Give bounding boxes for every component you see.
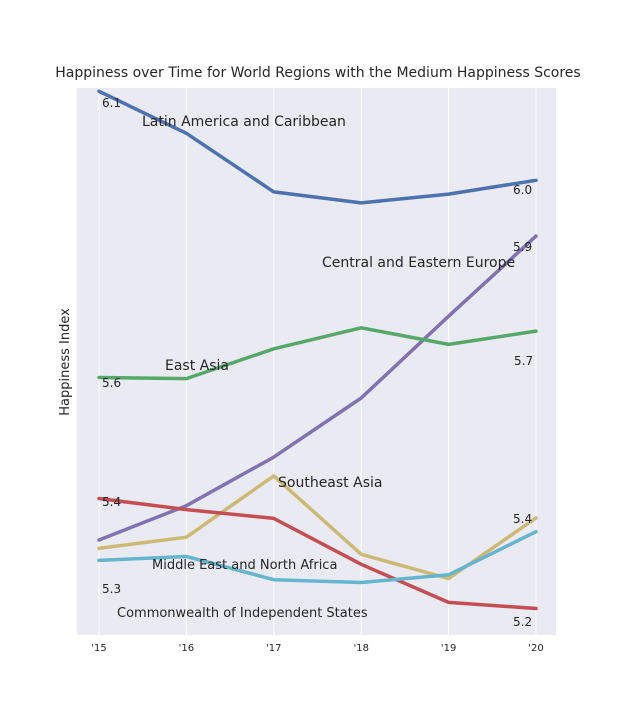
x-tick-label: '18 bbox=[353, 643, 368, 654]
value-label-commonwealth-start: 5.3 bbox=[102, 582, 121, 596]
series-lines bbox=[97, 89, 538, 611]
value-label-southeast-asia-end: 5.4 bbox=[513, 512, 532, 526]
x-tick-label: '19 bbox=[441, 643, 456, 654]
chart-title: Happiness over Time for World Regions wi… bbox=[55, 65, 580, 81]
x-tick-label: '17 bbox=[266, 643, 281, 654]
annotation-east-asia: East Asia bbox=[165, 358, 229, 374]
series-line-east-asia bbox=[97, 326, 538, 381]
x-tick-labels: '15 '16 '17 '18 '19 '20 bbox=[91, 643, 543, 654]
series-line-middle-east-and-north-africa bbox=[97, 496, 538, 611]
gridlines bbox=[98, 88, 537, 635]
value-label-middle-east-end: 5.2 bbox=[513, 615, 532, 629]
value-label-latin-america-start: 6.1 bbox=[102, 96, 121, 110]
value-label-east-asia-end: 5.7 bbox=[514, 354, 533, 368]
series-line-latin-america-and-caribbean bbox=[97, 89, 538, 205]
annotation-latin-america: Latin America and Caribbean bbox=[142, 114, 346, 130]
x-tick-label: '15 bbox=[91, 643, 106, 654]
annotation-central-eastern-europe: Central and Eastern Europe bbox=[322, 255, 515, 271]
annotation-southeast-asia: Southeast Asia bbox=[278, 475, 382, 491]
value-label-central-europe-end: 5.9 bbox=[513, 240, 532, 254]
x-tick-label: '20 bbox=[528, 643, 543, 654]
annotation-commonwealth: Commonwealth of Independent States bbox=[117, 606, 368, 621]
series-line-central-and-eastern-europe bbox=[97, 234, 538, 542]
y-axis-label: Happiness Index bbox=[58, 308, 73, 416]
annotation-middle-east: Middle East and North Africa bbox=[152, 558, 337, 573]
plot-area bbox=[77, 88, 556, 635]
value-label-east-asia-start: 5.6 bbox=[102, 376, 121, 390]
x-tick-label: '16 bbox=[179, 643, 194, 654]
value-label-middle-east-start: 5.4 bbox=[102, 495, 121, 509]
value-label-latin-america-end: 6.0 bbox=[513, 183, 532, 197]
series-line-commonwealth-of-independent-states bbox=[97, 529, 538, 585]
